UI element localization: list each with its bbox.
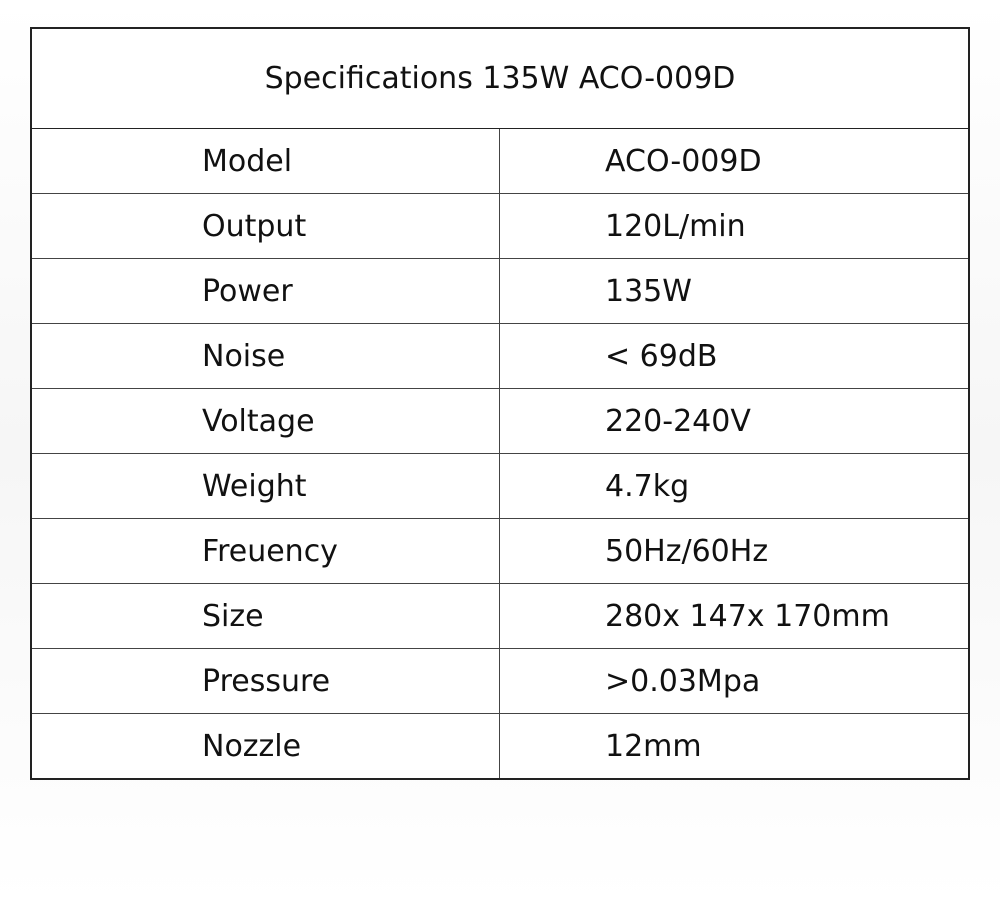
spec-value: 220-240V — [605, 403, 751, 439]
spec-value: 280x 147x 170mm — [605, 598, 890, 634]
table-row: Nozzle 12mm — [32, 713, 968, 778]
spec-name: Size — [32, 584, 500, 648]
spec-value: 12mm — [605, 728, 702, 764]
spec-table: Specifications 135W ACO-009D Model ACO-00… — [30, 27, 970, 780]
table-row: Weight 4.7kg — [32, 453, 968, 518]
spec-value: 50Hz/60Hz — [605, 533, 769, 569]
table-row: Noise < 69dB — [32, 323, 968, 388]
spec-name: Nozzle — [32, 714, 500, 778]
spec-name: Power — [32, 259, 500, 323]
table-row: Output 120L/min — [32, 193, 968, 258]
spec-value: < 69dB — [605, 338, 718, 374]
table-row: Pressure >0.03Mpa — [32, 648, 968, 713]
spec-name: Output — [32, 194, 500, 258]
spec-value: >0.03Mpa — [605, 663, 761, 699]
table-row: Voltage 220-240V — [32, 388, 968, 453]
spec-name: Freuency — [32, 519, 500, 583]
spec-name: Pressure — [32, 649, 500, 713]
spec-name: Weight — [32, 454, 500, 518]
table-row: Model ACO-009D — [32, 129, 968, 193]
table-row: Freuency 50Hz/60Hz — [32, 518, 968, 583]
table-body: Model ACO-009D Output 120L/min Power 135W Nois… — [32, 129, 968, 778]
spec-value: 135W — [605, 273, 692, 309]
spec-name: Voltage — [32, 389, 500, 453]
spec-value: ACO-009D — [605, 143, 762, 179]
spec-name: Noise — [32, 324, 500, 388]
spec-name: Model — [32, 129, 500, 193]
table-row: Power 135W — [32, 258, 968, 323]
table-title: Specifications 135W ACO-009D — [32, 29, 968, 129]
table-row: Size 280x 147x 170mm — [32, 583, 968, 648]
spec-value: 4.7kg — [605, 468, 690, 504]
spec-value: 120L/min — [605, 208, 746, 244]
